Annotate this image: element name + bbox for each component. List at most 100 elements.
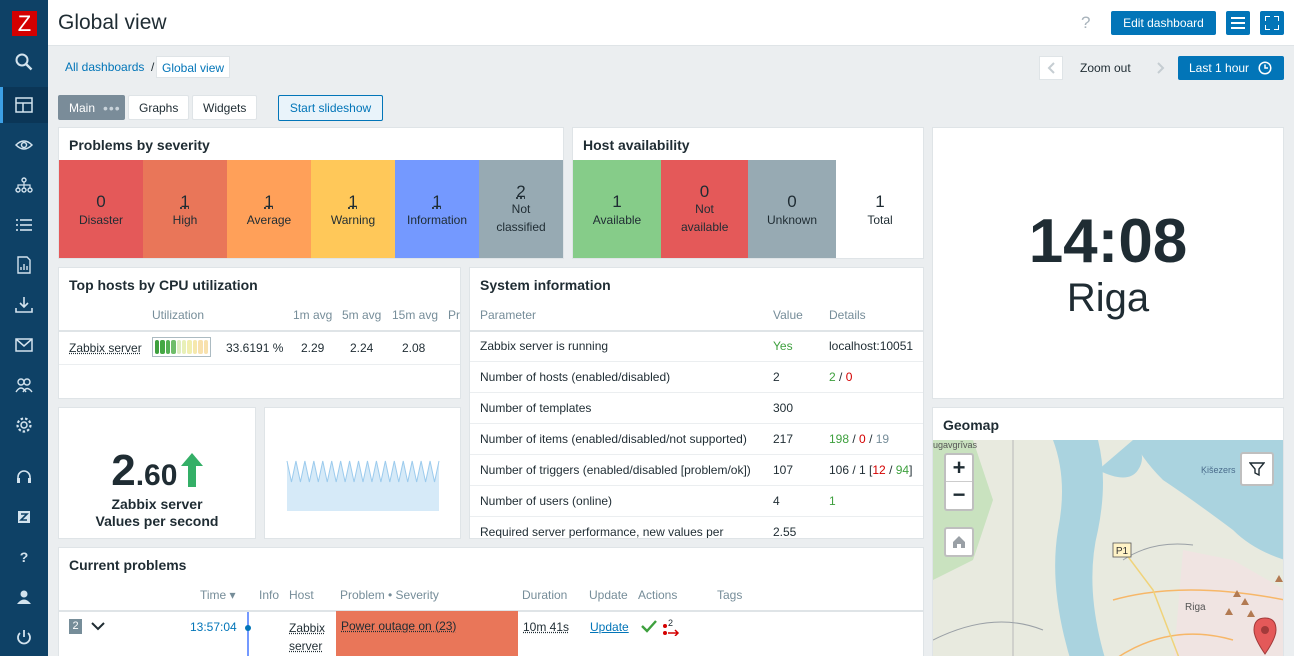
column-header-time[interactable]: Time ▾ xyxy=(200,588,236,602)
severity-tile[interactable]: 0 Disaster xyxy=(59,160,143,258)
utilization-cell xyxy=(182,340,187,354)
severity-count[interactable]: 1 xyxy=(348,192,358,211)
availability-label: Not available xyxy=(681,202,729,234)
problem-host-line2[interactable]: server xyxy=(289,639,323,653)
graph-widget xyxy=(264,407,461,539)
time-period-button[interactable]: Last 1 hour xyxy=(1178,56,1284,80)
utilization-value: 33.6191 % xyxy=(226,341,284,355)
utilization-cell xyxy=(176,340,182,354)
data-collection-icon[interactable] xyxy=(0,287,48,323)
widget-title: System information xyxy=(480,277,611,293)
monitoring-eye-icon[interactable] xyxy=(0,127,48,163)
availability-tile[interactable]: 1 Total xyxy=(836,160,923,258)
column-header: 5m avg xyxy=(342,308,382,322)
severity-tile[interactable]: 1 Average xyxy=(227,160,311,258)
column-header-problem: Problem • Severity xyxy=(340,588,439,602)
support-headset-icon[interactable] xyxy=(0,459,48,495)
users-icon[interactable] xyxy=(0,367,48,403)
zabbix-logo[interactable]: Z xyxy=(12,11,37,36)
severity-tile[interactable]: 2 Not classified xyxy=(479,160,563,258)
severity-count[interactable]: 2 xyxy=(516,182,526,201)
availability-tile[interactable]: 1 Available xyxy=(573,160,661,258)
column-header: Value xyxy=(773,308,803,322)
row-divider xyxy=(470,392,923,393)
sysinfo-parameter: Number of items (enabled/disabled/not su… xyxy=(480,432,747,446)
sysinfo-details: localhost:10051 xyxy=(829,339,913,353)
sysinfo-value: Yes xyxy=(773,339,793,353)
severity-label: Warning xyxy=(330,213,376,227)
actions-arrow-icon[interactable] xyxy=(662,622,680,636)
item-host: Zabbix server xyxy=(111,496,203,512)
map-canvas[interactable]: P1 Riga Ķišezers ugavgrīvas xyxy=(933,440,1284,656)
severity-count[interactable]: 0 xyxy=(96,192,106,211)
map-label-daugavgrivas: ugavgrīvas xyxy=(933,440,978,450)
inventory-list-icon[interactable] xyxy=(0,207,48,243)
help-icon[interactable]: ? xyxy=(0,539,48,575)
map-marker-icon[interactable] xyxy=(1253,617,1277,655)
alerts-envelope-icon[interactable] xyxy=(0,327,48,363)
map-zoom-out-button[interactable]: − xyxy=(952,482,966,508)
system-information-widget: System information Parameter Value Detai… xyxy=(469,267,924,539)
chevron-down-icon[interactable] xyxy=(91,621,105,631)
tab-widgets[interactable]: Widgets xyxy=(192,95,258,120)
reports-icon[interactable] xyxy=(0,247,48,283)
start-slideshow-button[interactable]: Start slideshow xyxy=(278,95,383,121)
breadcrumb-all-dashboards[interactable]: All dashboards xyxy=(65,60,145,74)
tab-options-dots-icon[interactable]: ••• xyxy=(103,100,121,116)
search-icon[interactable] xyxy=(0,44,48,80)
user-settings-icon[interactable] xyxy=(0,579,48,615)
fullscreen-icon[interactable] xyxy=(1260,11,1284,35)
avg-1m-value: 2.29 xyxy=(301,341,325,355)
breadcrumb-current[interactable]: Global view xyxy=(156,56,231,78)
zoom-out-button[interactable]: Zoom out xyxy=(1080,61,1131,75)
problem-host-line1[interactable]: Zabbix xyxy=(289,621,326,635)
sparkline-line xyxy=(286,460,440,483)
edit-dashboard-button[interactable]: Edit dashboard xyxy=(1111,11,1216,35)
sysinfo-value: 107 xyxy=(773,463,794,477)
problem-time-link[interactable]: 13:57:04 xyxy=(190,620,237,634)
map-zoom-in-button[interactable]: + xyxy=(946,455,972,483)
utilization-cell xyxy=(203,340,209,354)
severity-count[interactable]: 1 xyxy=(264,192,274,211)
menu-icon[interactable] xyxy=(1226,11,1250,35)
item-value-widget: 2.60 Zabbix server Values per second xyxy=(58,407,256,539)
availability-tile[interactable]: 0 Not available xyxy=(661,160,748,258)
severity-tile[interactable]: 1 Warning xyxy=(311,160,395,258)
sysinfo-details: 1 xyxy=(829,494,836,508)
problem-name-link[interactable]: Power outage on (23) xyxy=(341,619,457,633)
severity-count[interactable]: 1 xyxy=(180,192,190,211)
value-decimal: .60 xyxy=(135,459,178,492)
sysinfo-detail-part: ] xyxy=(909,463,913,477)
widget-title: Problems by severity xyxy=(69,137,210,153)
severity-tile[interactable]: 1 High xyxy=(143,160,227,258)
widget-title: Host availability xyxy=(583,137,690,153)
page-title: Global view xyxy=(58,11,167,34)
integrations-z-icon[interactable] xyxy=(0,499,48,535)
sign-out-power-icon[interactable] xyxy=(0,619,48,655)
host-link[interactable]: Zabbix server xyxy=(69,341,142,355)
widget-title: Top hosts by CPU utilization xyxy=(69,277,258,293)
help-icon[interactable]: ? xyxy=(1081,13,1091,32)
dashboards-icon[interactable] xyxy=(0,87,48,123)
column-header-update: Update xyxy=(589,588,628,602)
tab-main[interactable]: Main ••• xyxy=(58,95,125,120)
severity-tile[interactable]: 1 Information xyxy=(395,160,479,258)
time-back-arrow-icon[interactable] xyxy=(1039,56,1063,80)
severity-count[interactable]: 1 xyxy=(432,192,442,211)
time-forward-arrow-icon[interactable] xyxy=(1149,56,1173,80)
severity-label: Average xyxy=(246,213,292,227)
administration-gear-icon[interactable] xyxy=(0,407,48,443)
sysinfo-value: 2.55 xyxy=(773,525,797,539)
availability-tile[interactable]: 0 Unknown xyxy=(748,160,836,258)
problem-host[interactable]: Zabbix server xyxy=(289,619,325,655)
sysinfo-detail-part: 0 xyxy=(845,370,853,384)
map-home-icon[interactable] xyxy=(944,527,974,557)
sysinfo-parameter: Number of hosts (enabled/disabled) xyxy=(480,370,671,384)
services-icon[interactable] xyxy=(0,167,48,203)
widget-title: Geomap xyxy=(943,417,1000,433)
map-filter-icon[interactable] xyxy=(1240,452,1274,486)
tab-graphs[interactable]: Graphs xyxy=(128,95,190,120)
problem-duration[interactable]: 10m 41s xyxy=(523,620,570,634)
severity-label: Information xyxy=(406,213,468,227)
problem-update-link[interactable]: Update xyxy=(590,620,629,634)
